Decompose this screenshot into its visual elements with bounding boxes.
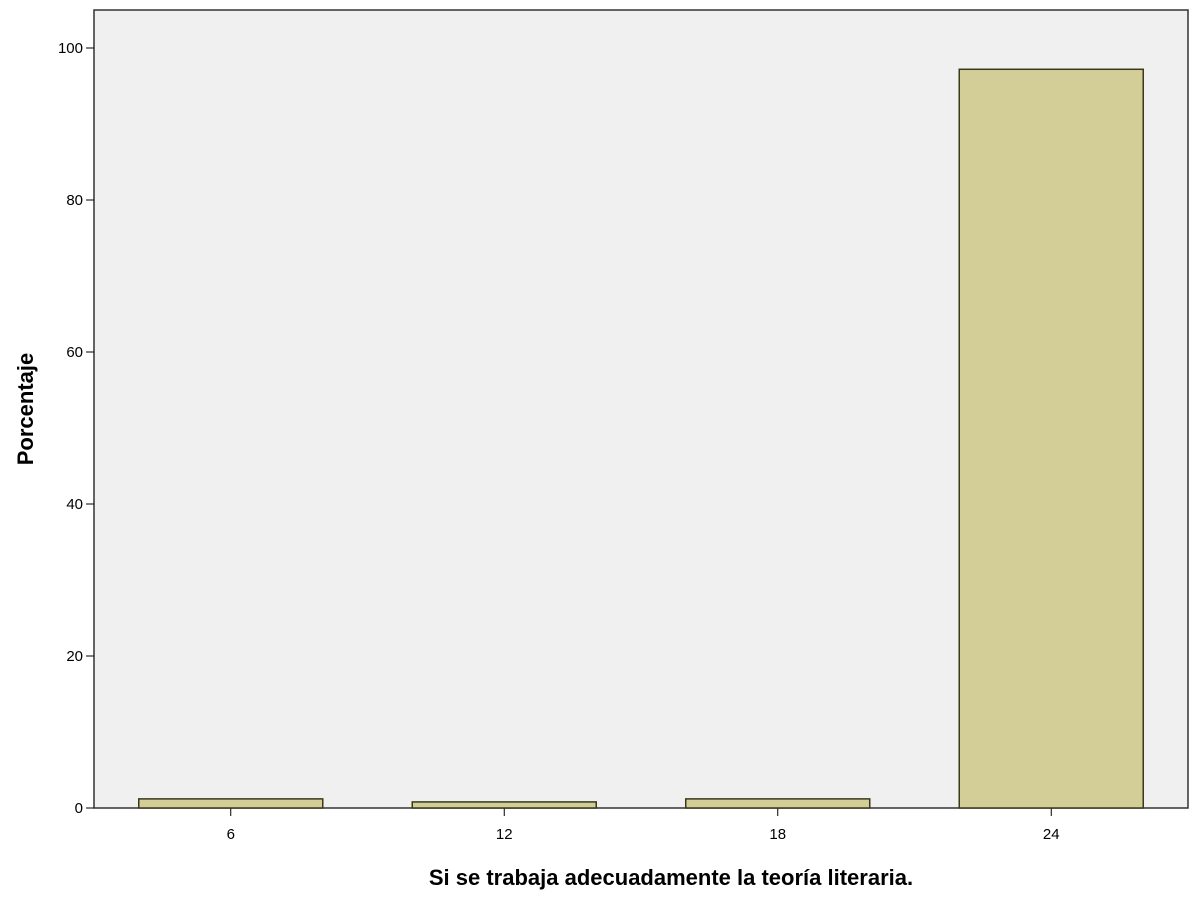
- y-tick-label: 0: [75, 800, 83, 817]
- x-tick-label: 24: [1043, 826, 1060, 843]
- bar-18: [685, 798, 871, 809]
- y-tick-label: 20: [66, 648, 83, 665]
- x-tick-label: 6: [227, 826, 235, 843]
- y-tick-label: 100: [58, 40, 83, 57]
- x-tick-label: 18: [769, 826, 786, 843]
- bars: [138, 68, 1144, 809]
- bar-12: [411, 801, 597, 809]
- bar-24: [958, 68, 1144, 809]
- y-tick-label: 60: [66, 344, 83, 361]
- x-axis: 6 12 18 24: [227, 808, 1060, 843]
- x-tick-label: 12: [496, 826, 513, 843]
- y-axis-title: Porcentaje: [13, 353, 38, 466]
- x-axis-title: Si se trabaja adecuadamente la teoría li…: [429, 865, 913, 890]
- bar-6: [138, 798, 324, 809]
- y-tick-label: 80: [66, 192, 83, 209]
- y-axis: 0 20 40 60 80 100: [58, 40, 94, 817]
- y-tick-label: 40: [66, 496, 83, 513]
